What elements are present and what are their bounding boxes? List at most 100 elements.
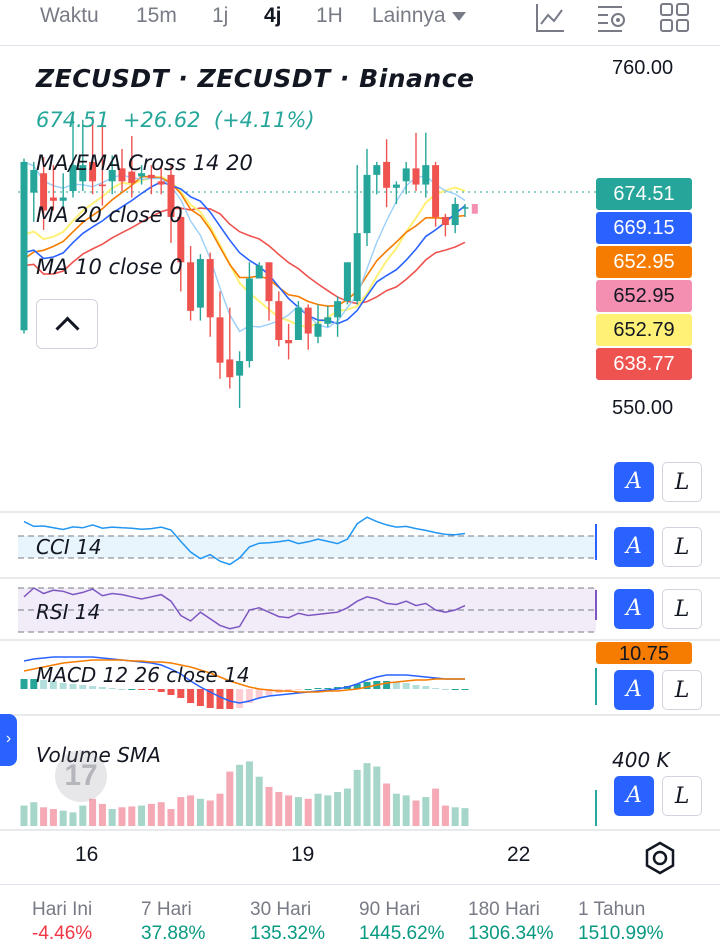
volume-bar — [324, 795, 332, 826]
perf-180d[interactable]: 180 Hari 1306.34% — [468, 899, 554, 945]
candle — [226, 307, 234, 389]
tab-lainnya[interactable]: Lainnya — [372, 4, 466, 28]
volume-bar — [432, 788, 440, 826]
macd-histogram-bar — [245, 689, 253, 703]
candle — [89, 116, 97, 195]
candle-body — [353, 233, 361, 302]
perf-value: 1445.62% — [359, 923, 445, 944]
log-scale-button-volume[interactable]: L — [662, 776, 702, 816]
candle-body — [118, 168, 126, 182]
cci-label[interactable]: CCI 14 — [36, 535, 102, 559]
auto-scale-button-main[interactable]: A — [614, 462, 654, 502]
indicator-settings-icon[interactable] — [594, 0, 630, 36]
price-axis-label-mid: 550.00 — [612, 397, 674, 419]
perf-value: 135.32% — [250, 923, 326, 944]
price-tag-ma10: 652.79 — [596, 314, 692, 346]
volume-bar — [206, 800, 214, 826]
volume-bar — [402, 795, 410, 826]
log-scale-button-main[interactable]: L — [662, 462, 702, 502]
candle — [412, 132, 420, 192]
volume-bar — [334, 792, 342, 826]
macd-histogram-bar — [20, 679, 28, 689]
tradingview-watermark: 17 — [55, 750, 107, 802]
candle-body — [275, 301, 283, 340]
volume-label[interactable]: Volume SMA — [36, 743, 161, 767]
macd-line — [23, 656, 465, 704]
log-scale-button-rsi[interactable]: L — [662, 589, 702, 629]
ema-slow-line — [23, 175, 466, 308]
macd-histogram-bar — [167, 689, 175, 695]
rsi-label[interactable]: RSI 14 — [36, 600, 101, 624]
tab-15m[interactable]: 15m — [136, 4, 177, 27]
candle — [177, 207, 185, 292]
macd-histogram-bar — [226, 689, 234, 709]
macd-label[interactable]: MACD 12 26 close 14 — [36, 663, 250, 687]
auto-scale-button-rsi[interactable]: A — [614, 589, 654, 629]
macd-signal-line — [23, 659, 465, 693]
log-scale-button-macd[interactable]: L — [662, 670, 702, 710]
legend-ma10[interactable]: MA 10 close 0 — [36, 255, 183, 279]
perf-7d[interactable]: 7 Hari 37.88% — [141, 899, 205, 945]
perf-today[interactable]: Hari Ini -4.46% — [32, 899, 92, 945]
macd-histogram-bar — [451, 689, 459, 690]
candle-body — [167, 174, 175, 217]
tab-1j[interactable]: 1j — [212, 4, 229, 27]
macd-histogram-bar — [432, 688, 440, 689]
volume-bar — [138, 805, 146, 826]
macd-histogram-bar — [98, 687, 106, 689]
volume-bar — [167, 809, 175, 826]
price-tag-ema-slow: 652.95 — [596, 246, 692, 278]
candle — [363, 148, 371, 247]
candle — [69, 113, 77, 198]
candle — [343, 262, 351, 305]
perf-label: 1 Tahun — [578, 899, 646, 920]
log-scale-button-cci[interactable]: L — [662, 527, 702, 567]
expand-panel-tab[interactable]: › — [0, 714, 17, 766]
auto-scale-button-cci[interactable]: A — [614, 527, 654, 567]
candle-body — [177, 216, 185, 263]
tab-waktu[interactable]: Waktu — [40, 4, 99, 27]
macd-histogram-bar — [206, 689, 214, 708]
macd-histogram-bar — [265, 689, 273, 695]
candle — [285, 323, 293, 360]
perf-label: 180 Hari — [468, 899, 540, 920]
chart-canvas[interactable] — [0, 46, 720, 884]
perf-90d[interactable]: 90 Hari 1445.62% — [359, 899, 445, 945]
candle — [20, 158, 28, 334]
candle-body — [265, 262, 273, 302]
volume-bar — [461, 808, 469, 826]
candle-body — [412, 168, 420, 185]
candle-body — [461, 207, 469, 209]
volume-bar — [177, 797, 185, 826]
candle — [30, 161, 38, 222]
volume-axis-label: 400 K — [612, 748, 670, 772]
collapse-legend-button[interactable] — [36, 299, 98, 349]
candle — [294, 301, 302, 340]
legend-ma20[interactable]: MA 20 close 0 — [36, 203, 183, 227]
candle-body — [89, 161, 97, 182]
macd-histogram-bar — [392, 682, 400, 689]
chart-style-icon[interactable] — [532, 0, 568, 36]
volume-bar — [59, 810, 67, 826]
candle — [128, 136, 136, 198]
perf-1y[interactable]: 1 Tahun 1510.99% — [578, 899, 664, 945]
perf-30d[interactable]: 30 Hari 135.32% — [250, 899, 325, 945]
macd-histogram-bar — [294, 689, 302, 690]
chevron-down-icon — [451, 11, 466, 21]
volume-bar — [285, 795, 293, 826]
volume-bar — [245, 761, 253, 826]
chart-settings-icon[interactable] — [640, 838, 680, 878]
candle-body — [343, 262, 351, 302]
auto-scale-button-volume[interactable]: A — [614, 776, 654, 816]
layout-grid-icon[interactable] — [656, 0, 692, 36]
volume-bar — [20, 805, 28, 826]
macd-histogram-bar — [108, 688, 116, 689]
volume-bar — [40, 807, 48, 826]
volume-bar — [265, 786, 273, 826]
auto-scale-button-macd[interactable]: A — [614, 670, 654, 710]
candle-body — [147, 174, 155, 179]
tab-4j[interactable]: 4j — [264, 4, 282, 27]
legend-ma-ema-cross[interactable]: MA/EMA Cross 14 20 — [36, 151, 253, 175]
tab-1h[interactable]: 1H — [316, 4, 343, 27]
macd-histogram-bar — [402, 683, 410, 689]
